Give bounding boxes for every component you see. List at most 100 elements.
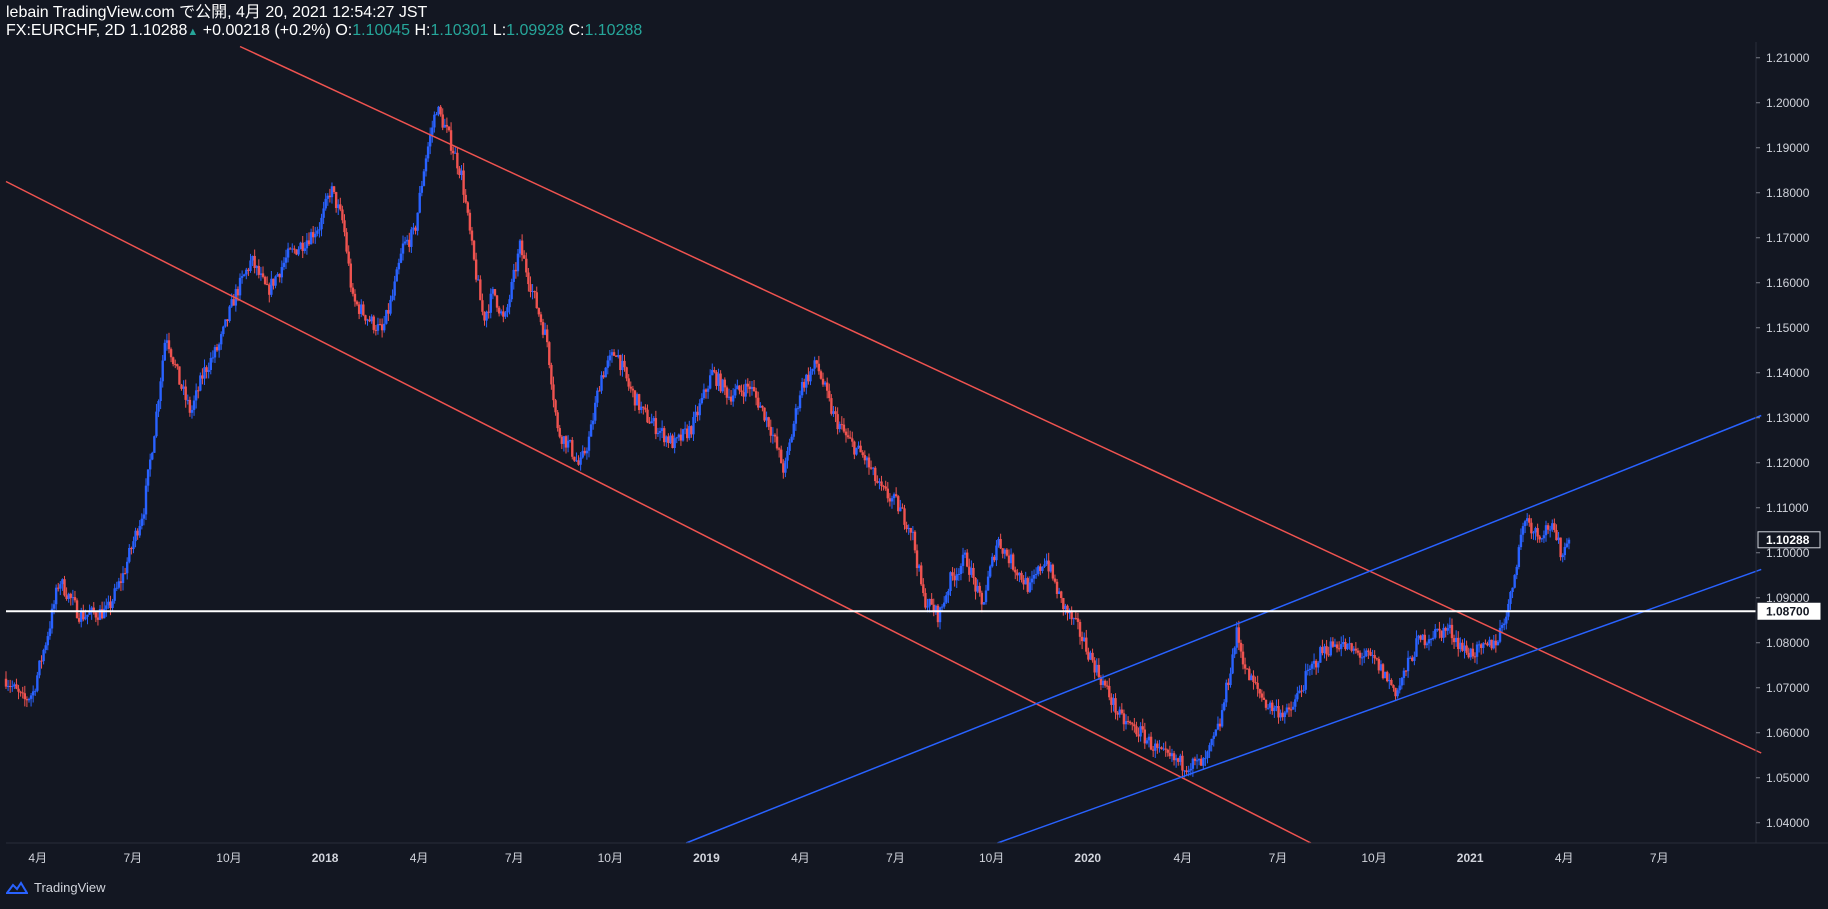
candle	[96, 611, 100, 626]
price-tick-label: 1.14000	[1766, 366, 1810, 380]
candle	[913, 530, 917, 554]
candle	[825, 377, 829, 399]
price-tick-label: 1.15000	[1766, 321, 1810, 335]
candle	[462, 162, 465, 203]
candle	[217, 342, 221, 358]
candle	[1007, 549, 1011, 568]
candle	[291, 243, 294, 253]
candle	[1026, 576, 1029, 594]
candle	[759, 402, 762, 408]
candle	[514, 262, 518, 279]
candle	[1482, 642, 1485, 654]
candle	[951, 567, 954, 581]
candle	[1241, 643, 1245, 670]
candle	[694, 404, 697, 424]
candle	[585, 447, 589, 460]
candle	[1523, 519, 1527, 534]
candle	[1210, 738, 1213, 752]
price-tick-label: 1.08000	[1766, 636, 1810, 650]
candle	[1471, 642, 1475, 659]
time-axis[interactable]: 4月 7月 10月 2018 4月 7月 10月 2019 4月 7月 10月 2020 4月 7月 10月…	[28, 851, 1668, 865]
candle	[702, 383, 706, 400]
candle	[773, 433, 777, 443]
candle	[1128, 720, 1132, 726]
candle	[525, 252, 528, 277]
candle	[50, 603, 54, 634]
candle	[558, 424, 561, 439]
candle	[959, 563, 963, 581]
time-tick-label: 7月	[123, 851, 142, 865]
candle	[1053, 574, 1057, 584]
candle	[583, 447, 587, 456]
candle	[1532, 530, 1535, 540]
candle	[136, 528, 139, 540]
candle	[1388, 673, 1391, 690]
trendline-ascending-lower[interactable]	[997, 568, 1762, 844]
candle	[1496, 639, 1500, 646]
candle	[1147, 733, 1151, 748]
candle	[752, 379, 756, 392]
candle	[1363, 648, 1366, 664]
ohlc-line: FX:EURCHF, 2D 1.10288▲ +0.00218 (+0.2%) …	[6, 21, 642, 42]
candle	[1406, 650, 1410, 678]
candle	[1275, 699, 1278, 712]
price-tick-label: 1.13000	[1766, 411, 1810, 425]
candle	[1060, 590, 1063, 603]
candle	[1461, 639, 1464, 652]
price-tick-label: 1.05000	[1766, 771, 1810, 785]
candle	[1172, 750, 1176, 766]
candle	[38, 660, 41, 679]
price-axis[interactable]: 1.21000 1.20000 1.19000 1.18000 1.17000 1.160…	[1756, 51, 1810, 830]
candle	[1511, 587, 1514, 599]
candle	[991, 553, 994, 568]
candle	[650, 413, 653, 424]
candle	[1340, 636, 1343, 657]
time-tick-label: 4月	[410, 851, 429, 865]
candle	[54, 584, 58, 610]
candle	[1298, 685, 1301, 694]
candle	[523, 250, 526, 259]
candle	[253, 249, 256, 274]
candle	[1170, 748, 1174, 762]
candle	[880, 475, 883, 491]
candle	[449, 122, 453, 155]
trendline-ascending-upper[interactable]	[685, 414, 1762, 844]
candle	[642, 406, 645, 415]
candle	[1567, 537, 1571, 550]
candle	[203, 359, 206, 385]
candle	[77, 613, 81, 624]
candle	[1097, 658, 1101, 680]
candle	[1120, 703, 1124, 715]
tradingview-logo[interactable]: TradingView	[6, 880, 106, 895]
candle	[240, 270, 244, 284]
candle	[510, 278, 513, 303]
candle	[815, 359, 818, 368]
candle	[1417, 634, 1420, 645]
candle	[527, 267, 530, 292]
candle	[1557, 532, 1560, 544]
candle	[215, 343, 219, 352]
candle	[865, 456, 869, 468]
candle	[1425, 641, 1429, 649]
candle	[729, 390, 733, 405]
candle	[1083, 632, 1086, 642]
trendline-descending-upper[interactable]	[239, 45, 1762, 754]
candle	[859, 440, 862, 453]
candle	[293, 245, 296, 254]
candle	[531, 284, 534, 300]
candle	[15, 678, 18, 690]
candle	[907, 524, 910, 535]
candle	[855, 447, 858, 456]
candle	[1055, 578, 1059, 599]
candle	[408, 232, 411, 253]
candle	[591, 412, 595, 430]
candle	[621, 353, 624, 377]
candle	[42, 648, 45, 665]
trendline-descending-lower[interactable]	[5, 180, 1312, 844]
candle	[1317, 660, 1320, 673]
candle	[171, 356, 175, 367]
candle	[1231, 648, 1234, 675]
candle	[123, 567, 127, 575]
candle	[1448, 617, 1452, 634]
